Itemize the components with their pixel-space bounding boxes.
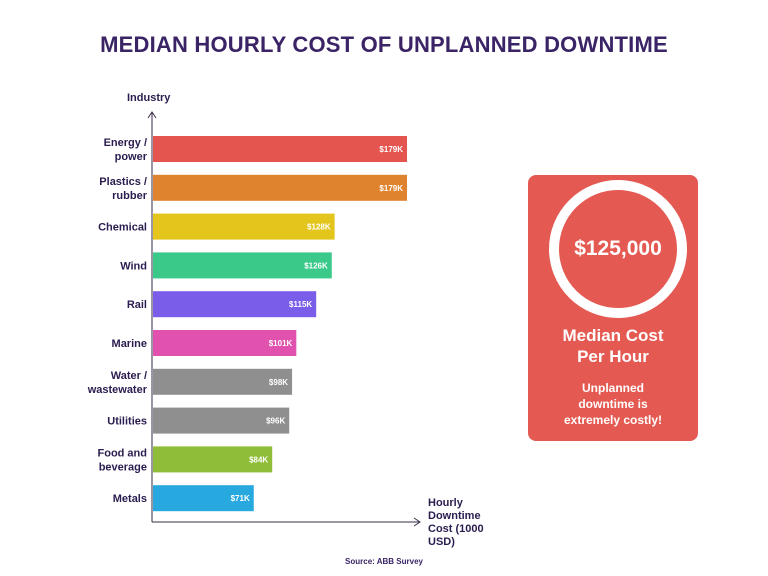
- bar: [153, 291, 317, 318]
- category-label: Water / wastewater: [87, 370, 148, 396]
- callout-title-line: Per Hour: [577, 347, 649, 366]
- category-label: Energy / power: [104, 137, 148, 163]
- bar: [153, 174, 407, 201]
- bar: [153, 407, 290, 434]
- callout-title: Median Cost Per Hour: [528, 325, 698, 367]
- median-cost-callout: $125,000 Median Cost Per Hour Unplanned …: [528, 175, 698, 441]
- callout-note-line: extremely costly!: [563, 413, 663, 427]
- bar: [153, 136, 407, 162]
- callout-note: Unplanned downtime is extremely costly!: [528, 380, 698, 428]
- source-note: Source: ABB Survey: [345, 557, 423, 566]
- bar-value-label: $126K: [304, 261, 328, 270]
- bar-value-label: $179K: [379, 184, 403, 193]
- bar: [153, 368, 293, 395]
- x-axis-arrow: [413, 517, 421, 527]
- bar: [153, 252, 332, 279]
- category-label: Plastics / rubber: [99, 176, 147, 202]
- y-axis-title: Industry: [127, 92, 171, 104]
- median-cost-ring: $125,000: [549, 180, 687, 318]
- callout-note-line: downtime is: [578, 397, 648, 411]
- category-label: Food and beverage: [98, 447, 148, 473]
- x-axis-title-text: Hourly Downtime Cost (1000 USD): [428, 497, 484, 548]
- bar-value-label: $71K: [231, 494, 250, 503]
- bar-value-label: $115K: [289, 300, 312, 309]
- category-label: Rail: [127, 299, 147, 311]
- bar: [153, 330, 297, 356]
- bar: [153, 446, 273, 473]
- bar-value-label: $101K: [269, 339, 293, 348]
- median-cost-value: $125,000: [574, 237, 662, 260]
- callout-title-line: Median Cost: [562, 326, 664, 345]
- category-labels: Energy / power Plastics / rubber Chemical Win…: [87, 137, 148, 505]
- category-label: Utilities: [107, 416, 147, 428]
- category-label: Metals: [113, 493, 147, 505]
- bar-value-label: $98K: [269, 378, 288, 387]
- category-label: Chemical: [98, 222, 147, 234]
- category-label: Wind: [120, 260, 147, 272]
- x-axis-title: Hourly Downtime Cost (1000 USD): [428, 497, 484, 548]
- y-axis-arrow: [147, 111, 157, 119]
- category-label: Marine: [112, 338, 147, 350]
- bar-value-label: $179K: [379, 145, 403, 154]
- bar-value-label: $128K: [307, 223, 331, 232]
- callout-note-line: Unplanned: [582, 381, 644, 395]
- chart-axes: [147, 111, 421, 527]
- bar: [153, 485, 254, 512]
- bar: [153, 213, 335, 240]
- bar-value-label: $96K: [266, 417, 285, 426]
- chart-title: MEDIAN HOURLY COST OF UNPLANNED DOWNTIME: [100, 32, 668, 57]
- chart-bars: $179K $179K $128K $126K $115K $101K $98K $96K $8…: [153, 136, 407, 512]
- bar-value-label: $84K: [249, 455, 268, 464]
